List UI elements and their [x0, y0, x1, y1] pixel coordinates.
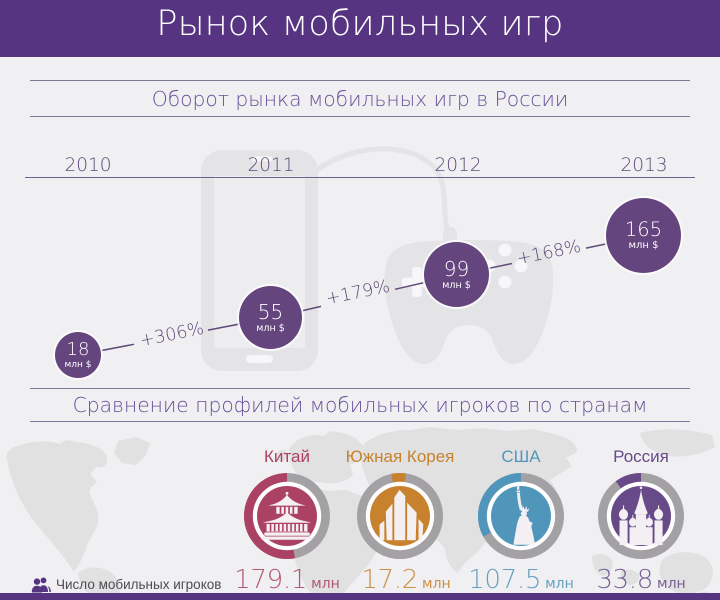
unit-label: млн $ — [442, 279, 471, 291]
players-legend-text: Число мобильных игроков — [56, 577, 222, 592]
header: Рынок мобильных игр — [0, 0, 720, 57]
southeast-asia — [592, 553, 613, 576]
market-title-text: Оборот рынка мобильных игр в России — [151, 87, 569, 111]
year-label-2013: 2013 — [620, 155, 668, 176]
united-kingdom — [276, 450, 289, 462]
trend-line — [77, 235, 645, 356]
players-unit: млн — [545, 576, 574, 592]
unit-label: млн $ — [64, 359, 92, 370]
divider-line — [30, 116, 690, 117]
value-2012: 99 — [443, 256, 470, 281]
country-label-china: Китай — [264, 447, 310, 466]
divider-line — [30, 388, 690, 389]
players-unit: млн — [657, 576, 686, 592]
players-number-usa: 107.5 — [468, 565, 542, 595]
indonesia — [620, 569, 640, 585]
year-label-2010: 2010 — [64, 155, 112, 176]
year-axis: 2010 2011 2012 2013 — [0, 155, 720, 181]
players-number-russia: 33.8 — [596, 565, 654, 595]
country-label-south-korea: Южная Корея — [345, 447, 455, 466]
year-label-2011: 2011 — [247, 155, 295, 176]
donut-south-korea — [357, 473, 443, 559]
unit-label: млн $ — [628, 240, 659, 252]
players-count-china: 179.1 млн — [207, 566, 367, 598]
australia — [659, 552, 713, 594]
data-point-2010: 18 млн $ — [55, 332, 101, 378]
page-title: Рынок мобильных игр — [156, 3, 564, 44]
europe — [288, 431, 364, 484]
st-basils-cathedral-icon — [618, 486, 664, 545]
north-america — [6, 440, 108, 572]
footer-bar — [0, 593, 720, 600]
year-axis-line — [25, 177, 695, 178]
unit-label: млн $ — [256, 322, 285, 334]
players-number-china: 179.1 — [234, 565, 308, 595]
data-point-2011: 55 млн $ — [239, 286, 302, 349]
data-point-2012: 99 млн $ — [424, 242, 489, 307]
value-2010: 18 — [66, 338, 90, 360]
south-america — [78, 567, 120, 600]
players-count-south-korea: 17.2 млн — [326, 566, 486, 598]
profiles-title-text: Сравнение профилей мобильных игроков по … — [72, 393, 648, 417]
players-number-south-korea: 17.2 — [361, 565, 419, 595]
country-label-russia: Россия — [613, 447, 669, 466]
gamepad-buttons-icon — [482, 243, 528, 289]
donut-russia — [598, 473, 684, 559]
value-2011: 55 — [257, 299, 284, 324]
divider-line — [30, 80, 690, 81]
asia — [360, 427, 578, 565]
greenland — [114, 437, 150, 465]
players-count-usa: 107.5 млн — [441, 566, 601, 598]
value-2013: 165 — [624, 217, 663, 241]
year-label-2012: 2012 — [434, 155, 482, 176]
country-china: Китай — [227, 447, 347, 564]
country-russia: Россия — [581, 447, 701, 564]
market-section-title: Оборот рынка мобильных игр в России — [0, 80, 720, 117]
donut-usa — [478, 473, 564, 559]
statue-of-liberty-icon — [513, 484, 536, 545]
data-point-2013: 165 млн $ — [606, 198, 681, 273]
players-unit: млн — [311, 576, 340, 592]
country-usa: США — [461, 447, 581, 564]
people-icon — [31, 577, 51, 592]
profiles-section-title: Сравнение профилей мобильных игроков по … — [0, 388, 720, 422]
east-siberia — [640, 429, 715, 457]
divider-line — [30, 421, 690, 422]
country-label-usa: США — [501, 447, 541, 466]
temple-columns — [269, 506, 305, 532]
donut-china — [244, 473, 330, 559]
players-legend: Число мобильных игроков — [30, 576, 221, 593]
players-unit: млн — [422, 576, 451, 592]
country-south-korea: Южная Корея — [340, 447, 460, 564]
india — [443, 531, 468, 573]
skyscrapers-icon — [379, 489, 424, 541]
gamepad-cable — [314, 146, 450, 230]
players-count-russia: 33.8 млн — [561, 566, 720, 598]
